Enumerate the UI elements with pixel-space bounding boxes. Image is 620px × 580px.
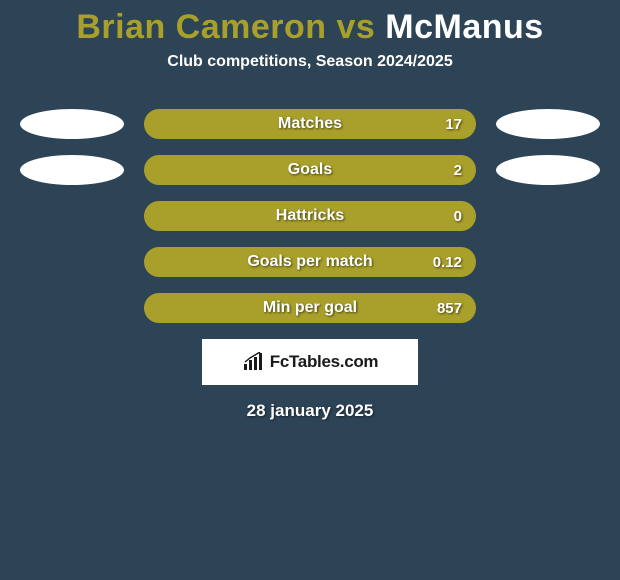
logo: FcTables.com (242, 352, 379, 372)
stat-bar: Min per goal 857 (144, 293, 476, 323)
stat-row: Goals per match 0.12 (0, 247, 620, 277)
stat-value: 0.12 (433, 254, 462, 271)
stat-value: 857 (437, 300, 462, 317)
right-oval (496, 155, 600, 185)
stat-bar: Matches 17 (144, 109, 476, 139)
right-oval (496, 109, 600, 139)
stat-row: Goals 2 (0, 155, 620, 185)
stat-label: Hattricks (276, 207, 344, 225)
stats-container: Matches 17 Goals 2 Hattricks 0 Goals per… (0, 109, 620, 323)
stat-value: 2 (454, 162, 462, 179)
stat-row: Hattricks 0 (0, 201, 620, 231)
stat-value: 17 (445, 116, 462, 133)
logo-text: FcTables.com (270, 352, 379, 372)
subtitle: Club competitions, Season 2024/2025 (0, 53, 620, 71)
player2-name: McManus (385, 8, 543, 46)
stat-row: Matches 17 (0, 109, 620, 139)
stat-bar: Hattricks 0 (144, 201, 476, 231)
date: 28 january 2025 (0, 401, 620, 421)
stat-label: Matches (278, 115, 342, 133)
left-oval (20, 155, 124, 185)
stat-bar: Goals per match 0.12 (144, 247, 476, 277)
left-oval (20, 109, 124, 139)
vs-text: vs (327, 8, 386, 46)
player1-name: Brian Cameron (76, 8, 326, 46)
barchart-icon (242, 352, 266, 372)
stat-bar: Goals 2 (144, 155, 476, 185)
stat-label: Goals per match (247, 253, 372, 271)
stat-value: 0 (454, 208, 462, 225)
stat-row: Min per goal 857 (0, 293, 620, 323)
comparison-title: Brian Cameron vs McManus (0, 0, 620, 53)
stat-label: Min per goal (263, 299, 357, 317)
logo-box: FcTables.com (202, 339, 418, 385)
stat-label: Goals (288, 161, 332, 179)
